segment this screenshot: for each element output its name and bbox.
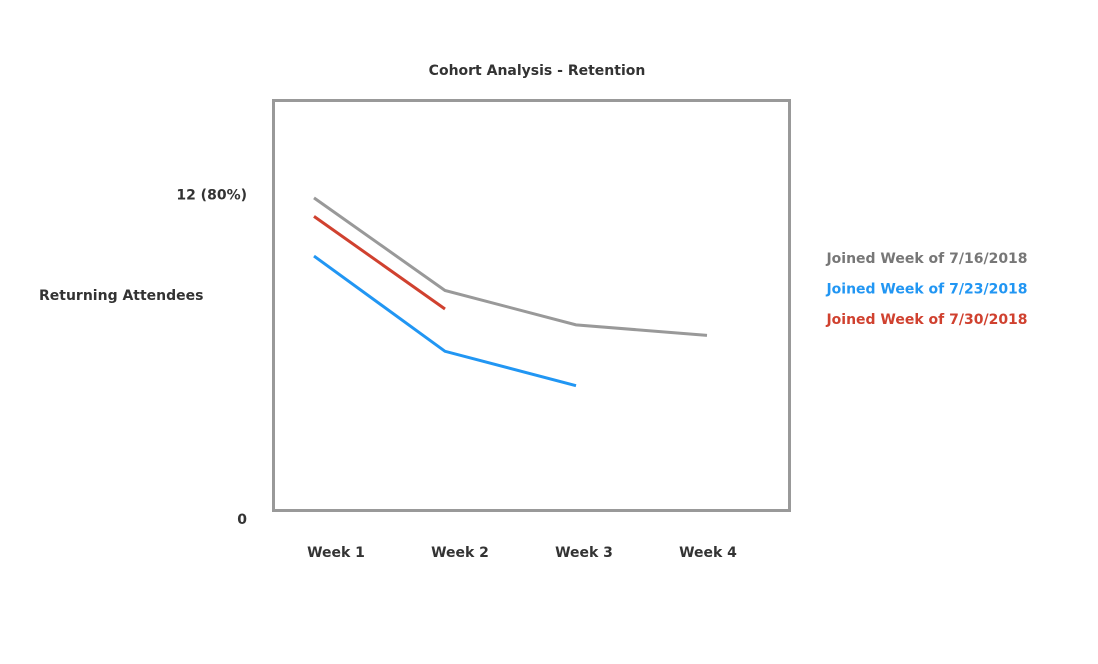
series-line: [313, 196, 708, 337]
x-tick-label: Week 1: [307, 545, 365, 561]
x-tick-label: Week 2: [431, 545, 489, 561]
y-axis-label: Returning Attendees: [39, 288, 204, 304]
legend-label: Joined Week of 7/23/2018: [825, 282, 1027, 298]
x-tick-label: Week 3: [555, 545, 613, 561]
y-tick-label: 12 (80%): [176, 188, 247, 204]
legend-label: Joined Week of 7/30/2018: [825, 312, 1027, 328]
chart-title: Cohort Analysis - Retention: [429, 63, 646, 79]
y-tick-label: 0: [237, 512, 247, 528]
series-line: [313, 215, 446, 311]
legend-label: Joined Week of 7/16/2018: [825, 251, 1027, 267]
x-tick-label: Week 4: [679, 545, 737, 561]
plot-frame: [272, 99, 791, 512]
series-line: [313, 254, 577, 388]
